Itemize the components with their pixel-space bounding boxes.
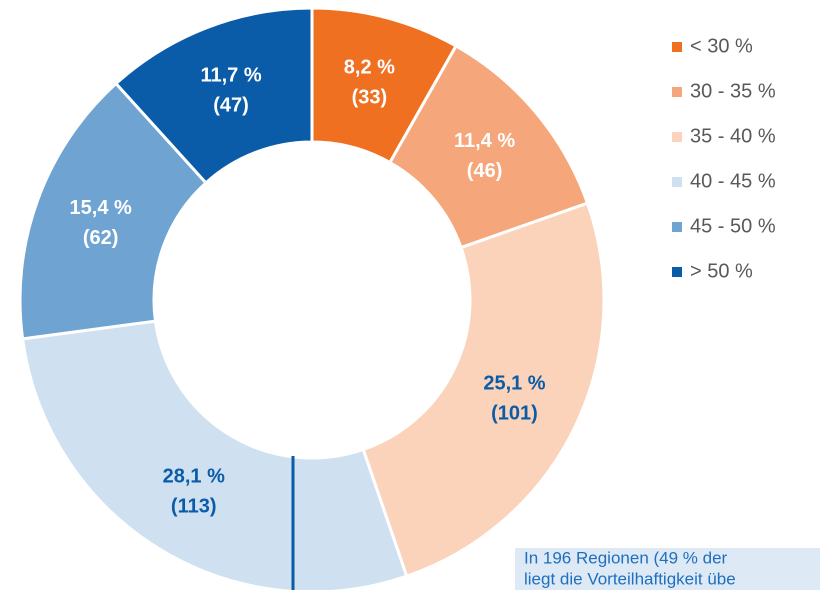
legend-label: 45 - 50 % xyxy=(690,215,776,237)
count-label: (47) xyxy=(213,94,249,116)
legend-label: 40 - 45 % xyxy=(690,170,776,192)
legend-swatch xyxy=(672,267,682,277)
data-label: 11,4 % xyxy=(454,130,515,152)
slice xyxy=(18,81,209,341)
legend-swatch xyxy=(672,222,682,232)
count-label: (101) xyxy=(491,402,538,424)
legend-swatch xyxy=(672,177,682,187)
legend-swatch xyxy=(672,42,682,52)
data-label: 25,1 % xyxy=(483,372,545,394)
legend-swatch xyxy=(672,132,682,142)
count-label: (113) xyxy=(171,496,217,518)
slice xyxy=(113,6,314,186)
data-label: 8,2 % xyxy=(344,57,395,79)
data-label: 15,4 % xyxy=(70,197,132,219)
legend-swatch xyxy=(672,87,682,97)
count-label: (62) xyxy=(83,227,119,249)
legend-label: 35 - 40 % xyxy=(690,125,776,147)
count-label: (46) xyxy=(467,160,503,182)
count-label: (33) xyxy=(352,87,388,109)
annotation: liegt die Vorteilhaftigkeit übe xyxy=(524,569,736,588)
legend-label: 30 - 35 % xyxy=(690,80,776,102)
slice xyxy=(361,201,606,579)
data-label: 28,1 % xyxy=(163,466,225,488)
data-label: 11,7 % xyxy=(200,64,261,86)
slice xyxy=(20,319,409,590)
legend-label: < 30 % xyxy=(690,35,753,57)
annotation-box xyxy=(515,548,820,590)
annotation: In 196 Regionen (49 % der xyxy=(524,548,728,567)
legend-label: > 50 % xyxy=(690,260,753,282)
